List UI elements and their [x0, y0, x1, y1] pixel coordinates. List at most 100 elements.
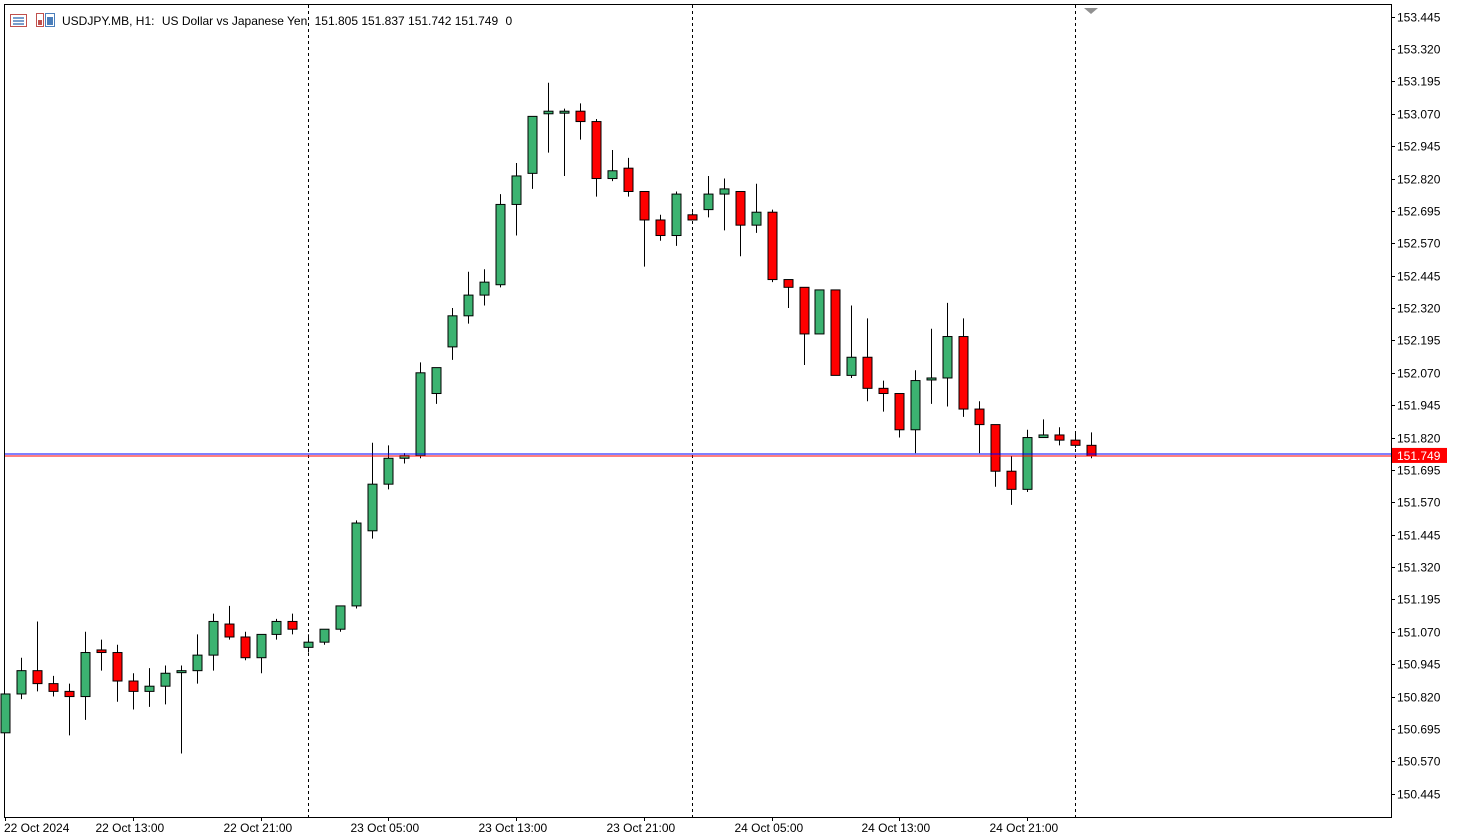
- candle[interactable]: [623, 157, 634, 197]
- candle[interactable]: [655, 214, 666, 241]
- candle[interactable]: [160, 665, 171, 705]
- bull-candle-body: [607, 170, 618, 180]
- candle[interactable]: [144, 668, 155, 707]
- candle[interactable]: [48, 675, 59, 697]
- candle[interactable]: [64, 683, 75, 736]
- candle[interactable]: [399, 453, 410, 464]
- candle[interactable]: [687, 212, 698, 221]
- candle[interactable]: [208, 613, 219, 671]
- candle[interactable]: [575, 103, 586, 140]
- candle[interactable]: [335, 605, 346, 632]
- bull-candle-body: [144, 685, 155, 692]
- candle[interactable]: [367, 442, 378, 539]
- bull-candle-body: [367, 483, 378, 532]
- candle[interactable]: [926, 328, 937, 404]
- candle[interactable]: [16, 657, 27, 700]
- candle[interactable]: [479, 269, 490, 306]
- candle[interactable]: [1038, 419, 1049, 439]
- candle[interactable]: [96, 639, 107, 671]
- candle[interactable]: [751, 183, 762, 233]
- plot-frame: [4, 4, 1392, 818]
- price-axis[interactable]: 153.445 153.320 153.195 153.070 152.945 152.8…: [1391, 11, 1447, 802]
- candle[interactable]: [271, 618, 282, 640]
- candle[interactable]: [415, 362, 426, 459]
- time-tick-label: 23 Oct 05:00: [351, 821, 420, 835]
- bear-candle-body: [48, 683, 59, 692]
- candle[interactable]: [112, 644, 123, 702]
- candle[interactable]: [846, 305, 857, 378]
- candle[interactable]: [878, 380, 889, 412]
- candle[interactable]: [910, 370, 921, 454]
- bull-candle-body: [671, 193, 682, 237]
- candle[interactable]: [799, 286, 810, 366]
- candle[interactable]: [703, 175, 714, 218]
- bull-candle-body: [176, 670, 187, 674]
- candle[interactable]: [1022, 429, 1033, 492]
- candle[interactable]: [431, 367, 442, 404]
- chart-window-icon[interactable]: [10, 14, 27, 27]
- candles[interactable]: [0, 82, 1097, 754]
- candle[interactable]: [128, 673, 139, 710]
- one-click-trading-icon[interactable]: [36, 13, 55, 27]
- bull-candle-body: [303, 641, 314, 648]
- candle[interactable]: [319, 628, 330, 645]
- candle[interactable]: [287, 613, 298, 635]
- bull-candle-body: [0, 693, 11, 734]
- price-tick-label: 150.570: [1397, 755, 1441, 769]
- candle[interactable]: [607, 150, 618, 182]
- candle[interactable]: [240, 631, 251, 661]
- bull-candle-body: [559, 110, 570, 114]
- candle[interactable]: [783, 279, 794, 309]
- candle[interactable]: [1054, 427, 1065, 446]
- candle[interactable]: [527, 115, 538, 189]
- bear-candle-body: [830, 289, 841, 376]
- candle[interactable]: [176, 665, 187, 754]
- candle[interactable]: [671, 191, 682, 246]
- candle[interactable]: [942, 302, 953, 407]
- candle[interactable]: [463, 271, 474, 324]
- candle[interactable]: [1006, 455, 1017, 505]
- candle[interactable]: [639, 190, 650, 267]
- candle[interactable]: [894, 393, 905, 438]
- candle[interactable]: [0, 693, 11, 734]
- price-tick-label: 151.945: [1397, 399, 1441, 413]
- candle[interactable]: [591, 118, 602, 197]
- candle[interactable]: [862, 318, 873, 402]
- time-tick-label: 24 Oct 21:00: [990, 821, 1059, 835]
- bull-candle-body: [271, 620, 282, 635]
- candle[interactable]: [192, 634, 203, 684]
- bull-candle-body: [926, 377, 937, 381]
- candle[interactable]: [767, 209, 778, 283]
- candle[interactable]: [511, 162, 522, 236]
- bear-candle-body: [655, 219, 666, 237]
- candle[interactable]: [543, 82, 554, 153]
- time-axis[interactable]: 22 Oct 2024 22 Oct 13:00 22 Oct 21:00 23 Oc…: [4, 817, 1059, 835]
- candle[interactable]: [383, 445, 394, 490]
- candle[interactable]: [719, 178, 730, 231]
- chart-shift-marker[interactable]: [1084, 8, 1098, 14]
- candle[interactable]: [351, 520, 362, 609]
- candle[interactable]: [1070, 432, 1081, 448]
- price-tick-label: 151.320: [1397, 561, 1441, 575]
- candle[interactable]: [80, 631, 91, 720]
- bull-candle-body: [80, 652, 91, 698]
- candle[interactable]: [814, 289, 825, 335]
- candle[interactable]: [974, 401, 985, 454]
- price-tick-label: 151.570: [1397, 496, 1441, 510]
- candle[interactable]: [447, 308, 458, 360]
- candle[interactable]: [303, 634, 314, 653]
- price-tick-label: 152.570: [1397, 237, 1441, 251]
- ohlc-values: 151.805 151.837 151.742 151.749: [315, 14, 499, 28]
- candle[interactable]: [224, 605, 235, 640]
- candle[interactable]: [958, 318, 969, 417]
- candle[interactable]: [559, 108, 570, 176]
- candle[interactable]: [495, 194, 506, 288]
- candle[interactable]: [735, 190, 746, 257]
- header-extra-value: 0: [505, 14, 512, 28]
- candle[interactable]: [830, 289, 841, 376]
- price-tick-label: 152.445: [1397, 270, 1441, 284]
- candle[interactable]: [256, 633, 267, 674]
- candle[interactable]: [32, 621, 43, 692]
- bear-candle-body: [862, 356, 873, 389]
